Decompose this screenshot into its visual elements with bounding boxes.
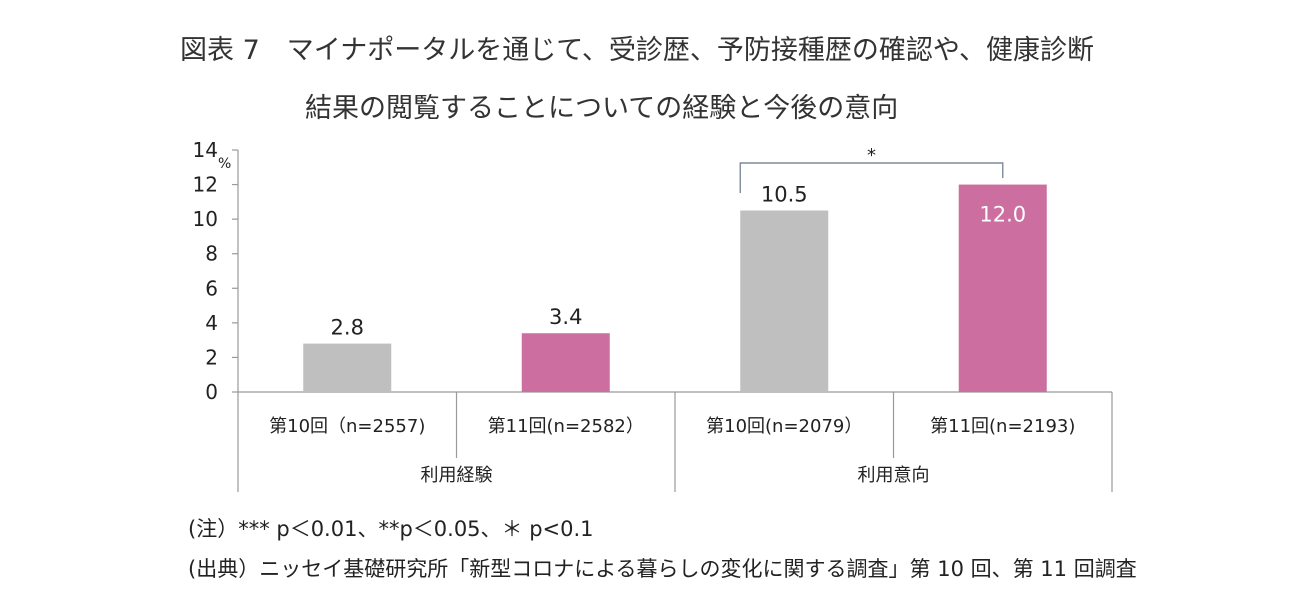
y-tick-label: 10 (193, 207, 218, 231)
significance-label: * (867, 145, 876, 166)
category-label: 第10回(n=2079） (706, 416, 862, 437)
bar (303, 343, 392, 392)
chart-title-line-2: 結果の閲覧することについての経験と今後の意向 (305, 93, 899, 124)
chart-title-line-1: 図表 7 マイナポータルを通じて、受診歴、予防接種歴の確認や、健康診断 (180, 35, 1095, 66)
y-tick-label: 8 (205, 242, 218, 266)
y-unit-label: % (218, 156, 231, 172)
category-label: 第11回(n=2582） (488, 416, 644, 437)
y-tick-label: 2 (205, 345, 218, 369)
data-label: 12.0 (979, 203, 1026, 227)
y-tick-label: 6 (205, 276, 218, 300)
bar (740, 210, 829, 392)
bar (521, 333, 610, 392)
category-label: 第10回（n=2557) (269, 416, 425, 437)
y-tick-label: 14 (193, 138, 218, 162)
significance-note: (注）*** p＜0.01、**p＜0.05、＊ p<0.1 (188, 517, 594, 541)
bar (958, 184, 1047, 392)
significance-bracket (739, 162, 1004, 193)
data-label: 2.8 (331, 316, 364, 340)
y-tick-label: 12 (193, 173, 218, 197)
y-tick-label: 4 (205, 311, 218, 335)
group-label: 利用経験 (421, 465, 493, 486)
y-tick-label: 0 (205, 380, 218, 404)
source-note: (出典）ニッセイ基礎研究所「新型コロナによる暮らしの変化に関する調査」第 10 … (188, 557, 1137, 581)
data-label: 10.5 (761, 183, 808, 207)
category-label: 第11回(n=2193) (930, 416, 1075, 437)
data-label: 3.4 (549, 305, 582, 329)
group-label: 利用意向 (858, 465, 930, 486)
